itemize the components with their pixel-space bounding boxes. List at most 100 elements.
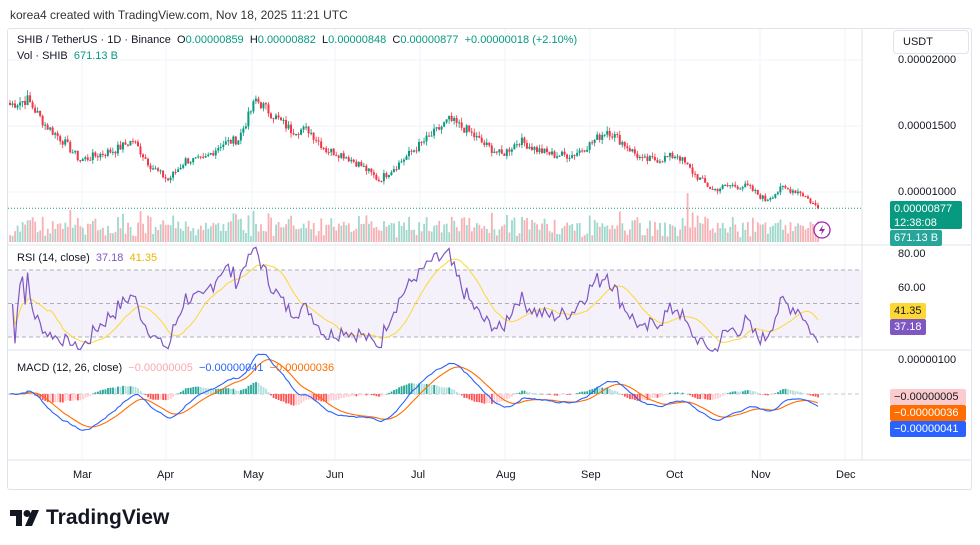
volume-bar — [230, 221, 232, 242]
volume-bar — [679, 229, 681, 242]
macd-histogram-bar — [320, 394, 323, 402]
rsi-label[interactable]: RSI (14, close) — [17, 252, 90, 264]
candle-body — [392, 169, 395, 173]
volume-bar — [127, 222, 129, 242]
macd-line — [9, 353, 819, 431]
volume-bar — [29, 220, 32, 242]
macd-histogram-bar — [526, 391, 528, 394]
macd-histogram-bar — [375, 394, 378, 397]
candle-body — [310, 132, 313, 134]
macd-histogram-bar — [282, 394, 285, 402]
volume-bar — [528, 229, 531, 242]
tradingview-logo[interactable]: TradingView — [10, 506, 169, 530]
candle-body — [756, 189, 759, 195]
volume-bar — [593, 220, 596, 242]
candle-body — [302, 126, 305, 130]
volume-bar — [370, 221, 373, 242]
volume-bar — [272, 235, 275, 242]
macd-histogram-bar — [172, 394, 175, 397]
volume-bar — [187, 226, 190, 242]
volume-bar — [76, 217, 79, 242]
volume-bar — [601, 223, 604, 242]
candle-body — [397, 162, 400, 170]
volume-bar — [56, 223, 59, 242]
lightning-icon[interactable] — [813, 221, 831, 239]
candle-body — [154, 168, 157, 170]
candle-body — [709, 186, 712, 189]
volume-bar — [551, 232, 554, 242]
macd-histogram-bar — [518, 392, 521, 394]
candle-body — [754, 189, 757, 191]
currency-button[interactable]: USDT — [893, 30, 969, 54]
volume-bar — [81, 227, 84, 242]
candle-body — [114, 151, 117, 154]
candle-body — [152, 168, 155, 170]
candle-body — [232, 136, 235, 144]
candle-body — [51, 127, 54, 135]
macd-histogram-bar — [222, 388, 225, 394]
macd-histogram-bar — [357, 394, 360, 396]
volume-bar — [473, 227, 476, 242]
macd-histogram-bar — [684, 393, 687, 395]
macd-histogram-bar — [767, 394, 769, 396]
symbol[interactable]: SHIB / TetherUS · 1D · Binance — [17, 34, 171, 46]
tv-logo-icon — [10, 510, 39, 526]
macd-histogram-bar — [523, 390, 526, 394]
candle-body — [237, 140, 240, 145]
volume-bar — [388, 224, 390, 242]
volume-bar — [415, 235, 418, 242]
candle-body — [187, 158, 190, 164]
volume-bar — [526, 217, 528, 242]
volume-bar — [485, 228, 488, 242]
candle-body — [312, 132, 315, 140]
volume-bar — [588, 215, 591, 242]
macd-histogram-bar — [332, 394, 335, 401]
candle-body — [633, 149, 636, 154]
macd-histogram-bar — [661, 394, 664, 397]
candle-body — [184, 158, 187, 166]
macd-histogram-bar — [31, 393, 34, 395]
candle-body — [9, 102, 11, 105]
macd-histogram-bar — [107, 388, 109, 394]
volume-bar — [774, 223, 777, 242]
volume-bar — [541, 223, 543, 242]
volume-bar — [365, 215, 368, 242]
macd-label[interactable]: MACD (12, 26, close) — [17, 362, 123, 374]
volume-bar — [548, 231, 551, 242]
candle-body — [545, 148, 548, 152]
macd-histogram-bar — [46, 394, 49, 403]
macd-histogram-bar — [335, 394, 338, 400]
volume-bar — [490, 212, 493, 242]
volume-bar — [691, 212, 694, 242]
candle-body — [791, 190, 794, 193]
macd-histogram-bar — [255, 382, 257, 394]
rsi-tag: 37.18 — [890, 319, 926, 335]
volume-bar — [199, 225, 202, 242]
macd-histogram-bar — [498, 394, 501, 402]
volume-bar — [455, 227, 458, 242]
candle-body — [31, 102, 34, 108]
volume-bar — [26, 220, 29, 242]
macd-histogram-bar — [463, 394, 466, 398]
macd-histogram-bar — [119, 386, 122, 394]
candle-body — [701, 177, 704, 179]
macd-histogram-bar — [784, 388, 787, 394]
volume-bar — [483, 226, 486, 242]
macd-histogram-bar — [192, 387, 195, 394]
macd-histogram-bar — [250, 384, 252, 394]
volume-bar — [613, 228, 616, 242]
candle-body — [46, 124, 49, 130]
macd-histogram-bar — [420, 383, 423, 394]
macd-histogram-bar — [450, 389, 453, 394]
candle-body — [307, 126, 310, 134]
candle-body — [751, 185, 754, 191]
volume-bar — [44, 235, 47, 242]
candle-body — [320, 141, 323, 149]
macd-histogram-bar — [576, 393, 579, 394]
volume-bar — [378, 230, 380, 242]
candle-body — [111, 151, 114, 153]
candle-body — [204, 156, 207, 158]
candle-body — [126, 144, 129, 146]
chart-frame[interactable] — [7, 28, 972, 490]
